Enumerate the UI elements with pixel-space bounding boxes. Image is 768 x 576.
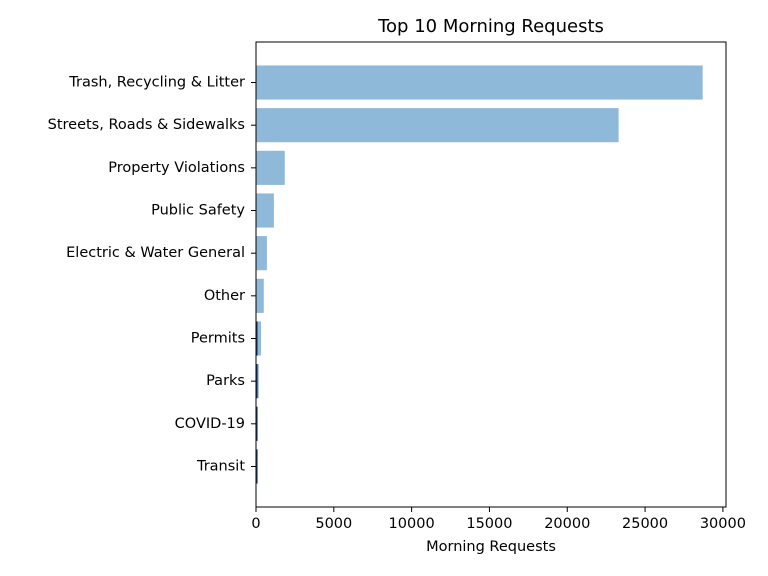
y-tick-label: Trash, Recycling & Litter bbox=[68, 75, 245, 91]
bar-permits bbox=[256, 321, 261, 356]
bar-other bbox=[256, 278, 264, 313]
y-tick-label: Public Safety bbox=[151, 203, 245, 219]
y-tick-label: Permits bbox=[191, 330, 245, 346]
y-tick-label: Parks bbox=[206, 373, 245, 389]
bar-electric-water-general bbox=[256, 236, 267, 271]
bar-property-violations bbox=[256, 150, 285, 185]
bar-public-safety bbox=[256, 193, 274, 228]
y-tick-label: Electric & Water General bbox=[66, 245, 245, 261]
x-axis-label: Morning Requests bbox=[426, 539, 556, 555]
y-tick-label: Transit bbox=[196, 458, 245, 474]
y-tick-label: Streets, Roads & Sidewalks bbox=[48, 117, 245, 133]
y-tick-label: Property Violations bbox=[108, 160, 245, 176]
x-tick-label: 20000 bbox=[544, 516, 590, 532]
chart-title: Top 10 Morning Requests bbox=[377, 16, 604, 37]
x-tick-label: 15000 bbox=[466, 516, 512, 532]
y-tick-label: COVID-19 bbox=[175, 416, 245, 432]
plot-frame bbox=[255, 41, 727, 508]
bar-trash-recycling-litter bbox=[256, 65, 703, 100]
x-tick-label: 25000 bbox=[622, 516, 668, 532]
bar-streets-roads-sidewalks bbox=[256, 108, 619, 143]
x-axis: 0 5000 10000 15000 20000 25000 30000 bbox=[251, 507, 746, 532]
x-tick-label: 30000 bbox=[700, 516, 746, 532]
x-tick-label: 5000 bbox=[315, 516, 352, 532]
x-tick-label: 0 bbox=[251, 516, 260, 532]
x-tick-label: 10000 bbox=[389, 516, 435, 532]
y-axis: Trash, Recycling & Litter Streets, Roads … bbox=[48, 75, 256, 474]
bars bbox=[255, 65, 703, 484]
y-tick-label: Other bbox=[204, 288, 245, 304]
